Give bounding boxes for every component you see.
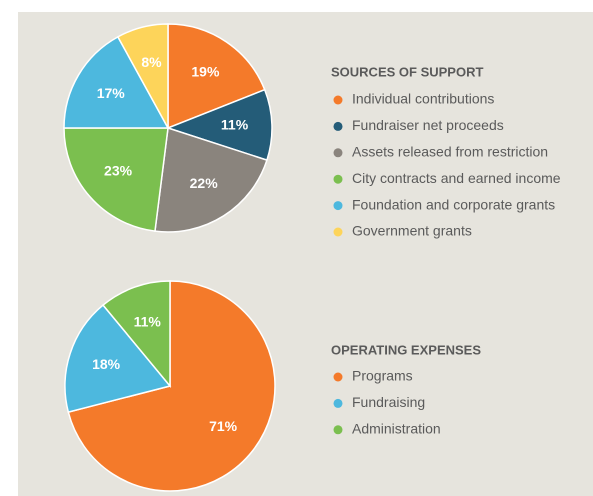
slice-label: 11% [221, 117, 249, 133]
legend-label: Programs [352, 368, 413, 384]
legend-marker [333, 425, 343, 435]
legend-label: Government grants [352, 223, 472, 239]
pie-slice [116, 23, 169, 129]
slice-label: 71% [209, 418, 238, 434]
legend-marker [333, 398, 343, 408]
slice-label: 11% [134, 313, 162, 329]
legend-label: Fundraising [352, 394, 425, 410]
legend-marker [333, 121, 343, 131]
slice-label: 17% [97, 85, 126, 101]
legend-label: Administration [352, 421, 441, 437]
pie-slice [165, 88, 273, 162]
legend-label: City contracts and earned income [352, 170, 561, 186]
pie-slice [63, 35, 170, 129]
legend-marker [333, 201, 343, 211]
slice-label: 18% [92, 356, 121, 372]
slice-label: 22% [190, 175, 219, 191]
slice-label: 23% [104, 163, 133, 179]
pie-slice [63, 127, 169, 233]
pie-slice [154, 127, 268, 233]
legend-label: Foundation and corporate grants [352, 196, 555, 212]
legend-marker [333, 148, 343, 158]
pie-slice [102, 280, 171, 389]
slice-label: 19% [191, 64, 220, 80]
pie-slice [167, 23, 266, 130]
legend-label: Assets released from restriction [352, 144, 548, 160]
legend-label: Fundraiser net proceeds [352, 117, 504, 133]
legend-title: OPERATING EXPENSES [331, 342, 481, 357]
legend-marker [333, 227, 343, 237]
pie-slice [64, 304, 172, 414]
legend-marker [333, 372, 343, 382]
legend-label: Individual contributions [352, 91, 494, 107]
legend-marker [333, 174, 343, 184]
legend-marker [333, 95, 343, 105]
slice-label: 8% [141, 54, 162, 70]
pie-slice [67, 280, 276, 492]
legend-title: SOURCES OF SUPPORT [331, 64, 483, 79]
